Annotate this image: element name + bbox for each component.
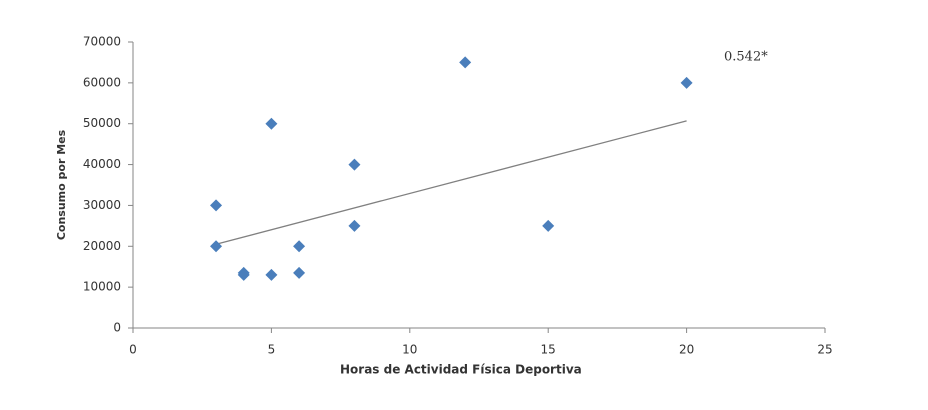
y-tick-label: 0	[113, 321, 121, 335]
point	[210, 199, 223, 212]
y-tick-label: 70000	[83, 35, 121, 49]
x-tick-label: 15	[541, 343, 556, 357]
x-tick-label: 10	[402, 343, 417, 357]
y-tick-label: 40000	[83, 157, 121, 171]
point	[680, 76, 693, 89]
point	[348, 158, 361, 171]
point	[265, 268, 278, 281]
trendline	[215, 120, 687, 245]
y-tick-label: 50000	[83, 116, 121, 130]
point	[293, 266, 306, 279]
x-tick-label: 25	[817, 343, 832, 357]
x-tick-label: 5	[268, 343, 276, 357]
y-tick-label: 60000	[83, 75, 121, 89]
point	[210, 240, 223, 253]
y-axis-label: Consumo por Mes	[55, 129, 68, 240]
x-axis-label: Horas de Actividad Física Deportiva	[340, 363, 582, 377]
y-tick-label: 20000	[83, 239, 121, 253]
x-tick-label: 0	[129, 343, 137, 357]
y-tick-label: 30000	[83, 198, 121, 212]
annotation: 0.542*	[724, 50, 768, 65]
point	[293, 240, 306, 253]
point	[265, 117, 278, 130]
point	[542, 219, 555, 232]
point	[348, 219, 361, 232]
point	[459, 56, 472, 69]
y-tick-label: 10000	[83, 280, 121, 294]
point	[237, 268, 250, 281]
x-tick-label: 20	[679, 343, 694, 357]
